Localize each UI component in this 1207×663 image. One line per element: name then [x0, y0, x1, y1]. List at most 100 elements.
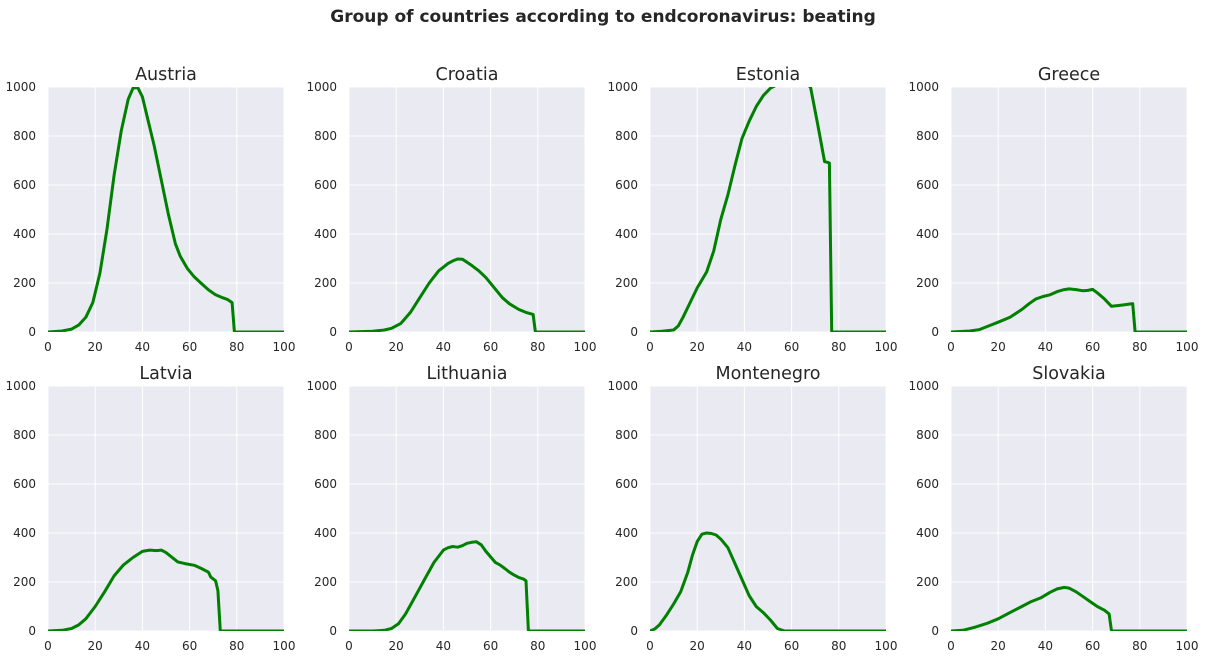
y-tick-label: 400	[13, 526, 36, 540]
y-tick-label: 200	[314, 276, 337, 290]
y-tick-label: 0	[630, 624, 638, 638]
x-tick-label: 60	[483, 340, 498, 354]
y-tick-label: 400	[916, 227, 939, 241]
x-tick-label: 80	[530, 639, 545, 653]
x-tick-label: 0	[44, 639, 52, 653]
plot-area	[349, 386, 585, 631]
x-tick-label: 60	[1085, 340, 1100, 354]
y-tick-label: 1000	[607, 80, 638, 94]
x-tick-label: 60	[1085, 639, 1100, 653]
y-tick-label: 0	[630, 325, 638, 339]
x-tick-label: 100	[1176, 639, 1199, 653]
x-tick-label: 20	[88, 340, 103, 354]
subplot-title: Lithuania	[426, 364, 507, 384]
subplot-title: Slovakia	[1032, 364, 1105, 384]
y-tick-label: 800	[916, 129, 939, 143]
x-tick-label: 80	[1132, 340, 1147, 354]
y-tick-label: 1000	[5, 379, 36, 393]
x-tick-label: 20	[991, 340, 1006, 354]
x-tick-label: 0	[947, 639, 955, 653]
y-tick-label: 600	[615, 178, 638, 192]
y-tick-label: 600	[13, 477, 36, 491]
x-tick-label: 100	[875, 639, 898, 653]
y-tick-label: 600	[916, 178, 939, 192]
x-tick-label: 100	[574, 639, 597, 653]
x-tick-label: 20	[690, 340, 705, 354]
y-tick-label: 0	[931, 325, 939, 339]
x-tick-label: 80	[831, 639, 846, 653]
series-line-estonia	[650, 87, 886, 332]
y-tick-label: 200	[13, 575, 36, 589]
subplot-title: Austria	[135, 65, 197, 85]
y-tick-label: 1000	[607, 379, 638, 393]
x-tick-label: 100	[1176, 340, 1199, 354]
x-tick-label: 80	[530, 340, 545, 354]
y-tick-label: 0	[931, 624, 939, 638]
y-tick-label: 1000	[5, 80, 36, 94]
x-tick-label: 100	[574, 340, 597, 354]
series-line-latvia	[48, 548, 284, 631]
x-tick-label: 40	[737, 639, 752, 653]
y-tick-label: 600	[615, 477, 638, 491]
y-tick-label: 800	[13, 428, 36, 442]
y-tick-label: 200	[916, 276, 939, 290]
plot-area	[349, 87, 585, 332]
x-tick-label: 80	[229, 639, 244, 653]
x-tick-label: 80	[1132, 639, 1147, 653]
y-tick-label: 400	[13, 227, 36, 241]
y-tick-label: 200	[314, 575, 337, 589]
series-line-slovakia	[951, 585, 1187, 631]
series-line-greece	[951, 287, 1187, 332]
x-tick-label: 60	[182, 340, 197, 354]
x-tick-label: 20	[389, 639, 404, 653]
x-tick-label: 80	[831, 340, 846, 354]
y-tick-label: 600	[314, 178, 337, 192]
series-line-austria	[48, 87, 284, 332]
x-tick-label: 100	[273, 340, 296, 354]
y-tick-label: 800	[615, 129, 638, 143]
y-tick-label: 600	[13, 178, 36, 192]
y-tick-label: 1000	[306, 379, 337, 393]
series-line-croatia	[349, 257, 585, 332]
y-tick-label: 200	[615, 276, 638, 290]
plot-area	[951, 386, 1187, 631]
x-tick-label: 0	[646, 639, 654, 653]
x-tick-label: 40	[436, 639, 451, 653]
x-tick-label: 20	[389, 340, 404, 354]
subplot-title: Estonia	[736, 65, 800, 85]
x-tick-label: 80	[229, 340, 244, 354]
series-line-lithuania	[349, 540, 585, 631]
subplot-title: Croatia	[436, 65, 499, 85]
x-tick-label: 0	[44, 340, 52, 354]
x-tick-label: 60	[483, 639, 498, 653]
y-tick-label: 0	[28, 624, 36, 638]
y-tick-label: 1000	[908, 379, 939, 393]
x-tick-label: 60	[784, 340, 799, 354]
subplot-title: Montenegro	[715, 364, 820, 384]
y-tick-label: 1000	[306, 80, 337, 94]
y-tick-label: 400	[314, 227, 337, 241]
x-tick-label: 40	[1038, 340, 1053, 354]
x-tick-label: 40	[1038, 639, 1053, 653]
x-tick-label: 60	[182, 639, 197, 653]
x-tick-label: 40	[436, 340, 451, 354]
series-line-montenegro	[650, 531, 886, 631]
y-tick-label: 400	[615, 526, 638, 540]
y-tick-label: 400	[916, 526, 939, 540]
x-tick-label: 20	[88, 639, 103, 653]
x-tick-label: 0	[646, 340, 654, 354]
x-tick-label: 100	[875, 340, 898, 354]
x-tick-label: 100	[273, 639, 296, 653]
x-tick-label: 20	[991, 639, 1006, 653]
x-tick-label: 40	[135, 340, 150, 354]
plot-area	[48, 386, 284, 631]
y-tick-label: 1000	[908, 80, 939, 94]
y-tick-label: 600	[916, 477, 939, 491]
